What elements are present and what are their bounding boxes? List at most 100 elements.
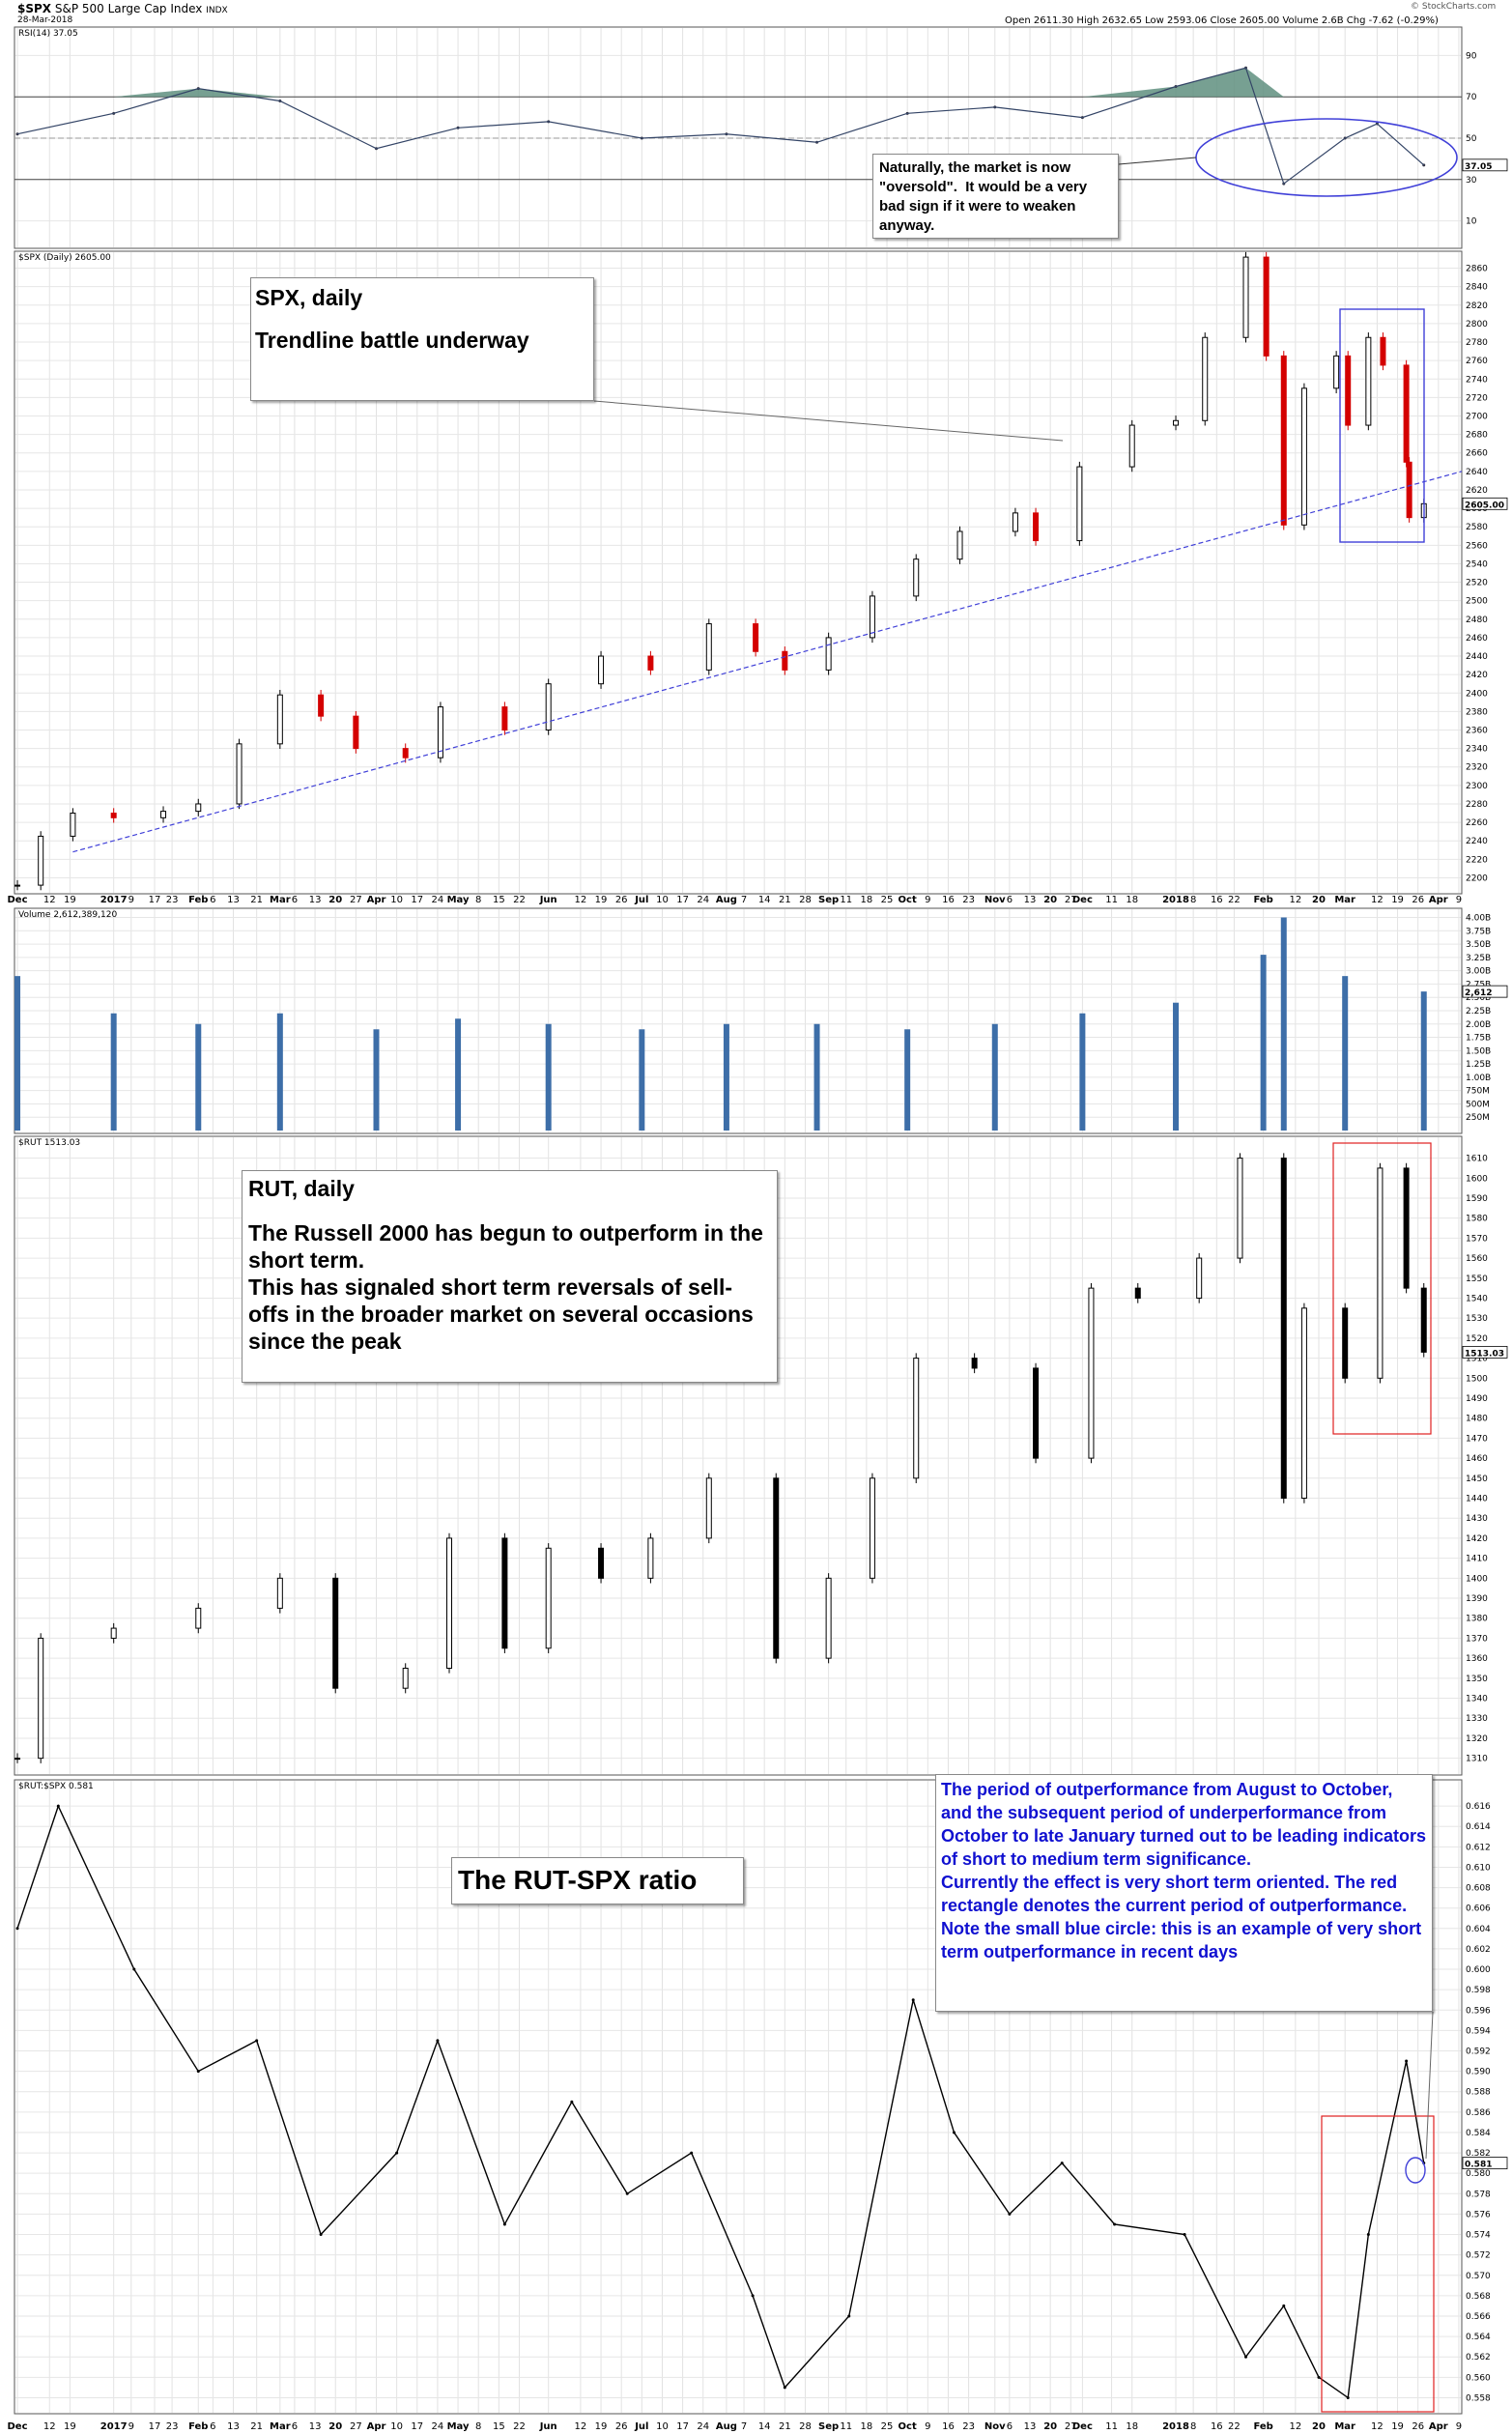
- y-tick-label: 1460: [1466, 1454, 1488, 1464]
- spx-candle: [869, 595, 875, 639]
- y-tick-label: 0.586: [1466, 2108, 1491, 2118]
- x-tick-label: 16: [942, 895, 955, 905]
- spx-last-value-box: [1462, 497, 1508, 510]
- rsi-line: [16, 67, 1425, 186]
- y-tick-label: 1450: [1466, 1475, 1488, 1484]
- x-tick-label: Apr: [367, 895, 386, 905]
- y-tick-label: 500M: [1466, 1100, 1490, 1109]
- x-tick-label: 13: [309, 2421, 322, 2432]
- x-tick-label: 14: [758, 895, 771, 905]
- volume-last-value: 2,612: [1465, 988, 1492, 998]
- y-tick-label: 1330: [1466, 1714, 1488, 1724]
- y-tick-label: 1470: [1466, 1434, 1488, 1444]
- rsi-callout-line: [1118, 157, 1197, 165]
- rut-candle: [332, 1577, 339, 1689]
- rut-annotation-title: RUT, daily: [248, 1176, 355, 1201]
- spx-candle: [1380, 336, 1386, 366]
- rut-candle: [1420, 1287, 1427, 1353]
- y-tick-label: 2560: [1466, 541, 1488, 551]
- y-tick-label: 50: [1466, 134, 1477, 144]
- y-tick-label: 0.600: [1466, 1965, 1491, 1975]
- x-tick-label: 18: [861, 895, 873, 905]
- x-tick-label: 9: [1456, 2421, 1462, 2432]
- x-tick-label: 17: [149, 895, 161, 905]
- y-tick-label: 1510: [1466, 1355, 1488, 1364]
- x-tick-label: 23: [166, 895, 179, 905]
- spx-candle: [1242, 256, 1249, 338]
- spx-candle: [402, 748, 409, 759]
- spx-candle: [647, 655, 654, 671]
- x-tick-label: 13: [309, 895, 322, 905]
- spx-candle: [110, 813, 117, 818]
- volume-bar: [1173, 1002, 1180, 1131]
- y-tick-label: 1.75B: [1466, 1034, 1491, 1044]
- y-tick-label: 2420: [1466, 671, 1488, 680]
- x-tick-label: 23: [166, 2421, 179, 2432]
- volume-bar: [545, 1023, 552, 1131]
- rut-candle: [1300, 1307, 1307, 1500]
- spx-candle: [782, 650, 788, 671]
- x-tick-label: 2018: [1162, 2421, 1189, 2432]
- volume-bar: [1260, 955, 1267, 1131]
- rut-candle: [446, 1537, 453, 1669]
- x-tick-label: 11: [840, 895, 852, 905]
- y-tick-label: 0.560: [1466, 2373, 1491, 2383]
- x-tick-label: May: [447, 895, 470, 905]
- x-tick-label: 28: [799, 2421, 812, 2432]
- rut-candle: [1033, 1367, 1040, 1459]
- y-tick-label: 2260: [1466, 818, 1488, 828]
- spx-candle: [1345, 355, 1352, 426]
- ratio-note-annotation: The period of outperformance from August…: [935, 1774, 1433, 2012]
- y-tick-label: 1580: [1466, 1215, 1488, 1224]
- spx-candle: [598, 655, 605, 685]
- x-tick-label: 28: [799, 895, 812, 905]
- rut-candle: [1377, 1167, 1384, 1379]
- rut-candle: [1237, 1158, 1243, 1259]
- x-tick-label: 10: [390, 2421, 403, 2432]
- x-tick-label: 17: [676, 2421, 689, 2432]
- x-tick-label: 13: [227, 2421, 240, 2432]
- x-tick-label: 12: [575, 895, 587, 905]
- x-tick-label: 6: [210, 2421, 215, 2432]
- ratio-note-text: The period of outperformance from August…: [941, 1780, 1427, 1962]
- x-tick-label: 2018: [1162, 895, 1189, 905]
- y-tick-label: 2360: [1466, 727, 1488, 736]
- rut-candle: [1280, 1158, 1287, 1500]
- ratio-annotation: The RUT-SPX ratio: [451, 1857, 744, 1904]
- x-tick-label: 17: [411, 2421, 423, 2432]
- x-tick-label: 12: [1289, 895, 1301, 905]
- spx-candle: [545, 683, 552, 730]
- spx-callout-line: [593, 400, 1064, 442]
- rut-candle: [14, 1758, 21, 1761]
- y-tick-label: 0.596: [1466, 2006, 1491, 2016]
- x-tick-label: 10: [656, 895, 669, 905]
- volume-bar: [373, 1029, 380, 1131]
- x-tick-label: 12: [1371, 2421, 1384, 2432]
- y-tick-label: 2800: [1466, 320, 1488, 329]
- rut-candle: [913, 1358, 920, 1479]
- spx-candle: [1202, 336, 1209, 421]
- y-tick-label: 1600: [1466, 1174, 1488, 1184]
- y-tick-label: 2680: [1466, 431, 1488, 441]
- spx-candle: [501, 706, 508, 731]
- x-tick-label: 14: [758, 2421, 771, 2432]
- y-tick-label: 2300: [1466, 782, 1488, 791]
- ratio-last-value-box: [1462, 2157, 1508, 2170]
- y-tick-label: 1520: [1466, 1334, 1488, 1344]
- rsi-annotation-text: Naturally, the market is now "oversold".…: [879, 159, 1092, 234]
- y-tick-label: 1540: [1466, 1294, 1488, 1303]
- y-tick-label: 2840: [1466, 283, 1488, 293]
- x-tick-label: 6: [1007, 895, 1013, 905]
- rsi-annotation: Naturally, the market is now "oversold".…: [872, 154, 1119, 239]
- x-tick-label: Feb: [1253, 2421, 1272, 2432]
- x-tick-label: 13: [1024, 2421, 1037, 2432]
- x-tick-label: Oct: [899, 2421, 917, 2432]
- volume-bar: [195, 1023, 202, 1131]
- x-tick-label: 22: [513, 895, 526, 905]
- volume-bar: [1342, 976, 1349, 1131]
- y-tick-label: 0.558: [1466, 2393, 1491, 2403]
- spx-annotation-text: Trendline battle underway: [255, 328, 529, 353]
- index-name: S&P 500 Large Cap Index: [54, 2, 203, 15]
- y-tick-label: 1.00B: [1466, 1074, 1491, 1083]
- rut-title: $RUT 1513.03: [18, 1138, 80, 1148]
